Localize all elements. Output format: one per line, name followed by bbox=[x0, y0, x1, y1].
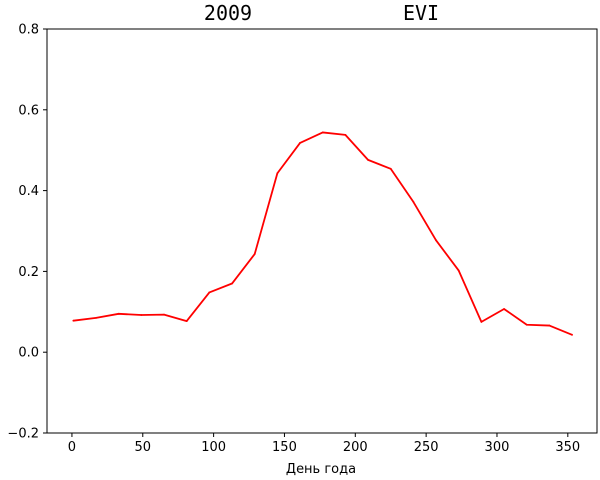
y-tick-label: 0.0 bbox=[18, 346, 39, 361]
data-point bbox=[571, 333, 573, 336]
y-axis-ticks: −0.2 0.0 0.2 0.4 0.6 0.8 bbox=[7, 23, 47, 442]
x-tick-label: 150 bbox=[272, 440, 297, 455]
data-point bbox=[435, 239, 437, 242]
data-point bbox=[548, 324, 551, 327]
data-point bbox=[457, 269, 460, 272]
data-point bbox=[321, 131, 324, 134]
series-line-evi bbox=[73, 131, 573, 336]
x-tick-label: 350 bbox=[555, 440, 580, 455]
data-point bbox=[276, 172, 279, 175]
data-point bbox=[185, 320, 188, 322]
data-point bbox=[367, 158, 369, 161]
series-layer bbox=[72, 131, 573, 336]
x-axis-label: День года bbox=[286, 462, 356, 477]
data-point bbox=[412, 201, 415, 203]
x-axis-ticks: 0 50 100 150 200 250 300 350 bbox=[68, 433, 580, 455]
y-tick-label: 0.2 bbox=[18, 265, 39, 280]
data-point bbox=[231, 282, 233, 285]
data-point bbox=[389, 167, 392, 170]
data-point bbox=[163, 313, 165, 316]
y-tick-label: 0.4 bbox=[18, 184, 39, 199]
data-point bbox=[117, 312, 120, 315]
data-point bbox=[140, 314, 143, 316]
data-point bbox=[253, 253, 256, 255]
x-tick-label: 200 bbox=[343, 440, 368, 455]
y-tick-label: 0.8 bbox=[18, 23, 39, 38]
data-point bbox=[72, 319, 75, 322]
data-point bbox=[208, 291, 211, 294]
data-point bbox=[299, 142, 301, 144]
x-tick-label: 250 bbox=[414, 440, 439, 455]
chart-title-year: 2009 bbox=[204, 1, 252, 25]
chart-title-index: EVI bbox=[403, 1, 439, 25]
x-tick-label: 300 bbox=[485, 440, 510, 455]
y-tick-label: 0.6 bbox=[18, 103, 39, 118]
data-point bbox=[480, 321, 483, 323]
data-point bbox=[503, 308, 505, 310]
plot-border bbox=[46, 28, 598, 434]
x-tick-label: 100 bbox=[201, 440, 226, 455]
x-tick-label: 0 bbox=[68, 440, 76, 455]
data-point bbox=[344, 133, 347, 136]
data-point bbox=[525, 323, 528, 326]
data-point bbox=[95, 316, 97, 319]
x-tick-label: 50 bbox=[135, 440, 152, 455]
plot-frame bbox=[46, 28, 598, 434]
y-tick-label: −0.2 bbox=[7, 427, 39, 442]
